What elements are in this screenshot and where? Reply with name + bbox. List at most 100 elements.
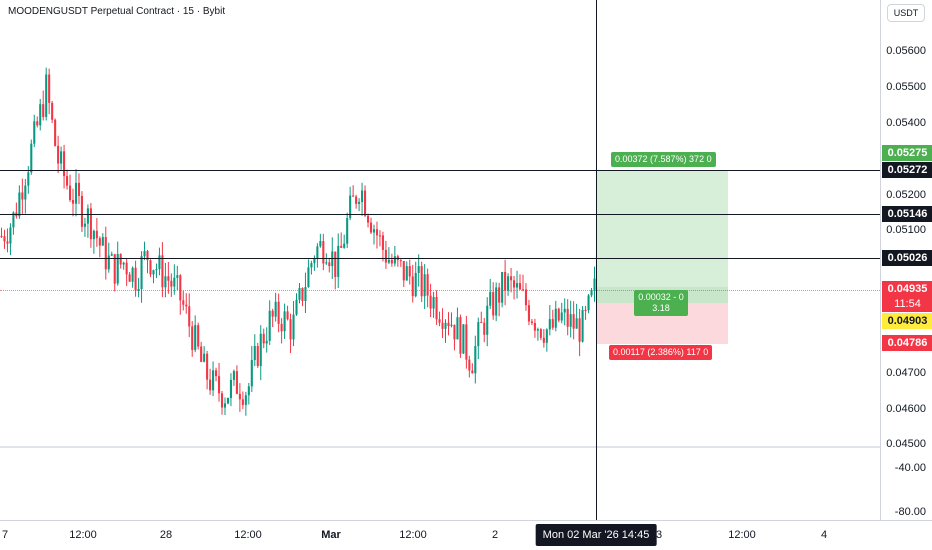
candle-body [477,322,480,347]
horizontal-line-2[interactable] [0,214,880,215]
time-tick: 2 [491,529,499,541]
candle-body [253,346,256,361]
candle-body [54,119,57,146]
symbol-title[interactable]: MOODENGUSDT Perpetual Contract · 15 · By… [8,6,226,17]
indicator-pane[interactable] [0,448,880,520]
candle-body [364,190,367,216]
pane-separator[interactable] [0,446,880,448]
candle-body [498,287,501,303]
candle-body [358,201,361,204]
candle-body [125,262,128,275]
candle-body [247,386,250,396]
stop-price-tag: 0.04786 [882,335,932,351]
candle-body [334,251,337,277]
candle-body [319,241,322,247]
candle-body [372,229,376,233]
candle-body [423,274,426,297]
candle-body [432,296,435,309]
horizontal-line-3[interactable] [0,258,880,259]
candle-body [107,255,110,270]
candle-body [86,208,89,224]
candle-body [289,319,292,340]
candle-body [63,151,66,177]
candle-body [420,266,423,297]
candle-body [408,266,411,277]
candle-body [74,182,78,204]
candle-body [226,397,230,404]
candle-body [161,255,164,288]
candle-body [411,276,414,297]
candle-body [545,329,548,343]
candle-body [200,346,203,362]
candle-body [349,195,352,219]
candle-body [149,260,152,275]
main-chart-pane[interactable]: 0.00372 (7.587%) 372 0 0.00032 - 0 3.18 … [0,0,880,446]
candle-body [584,309,587,311]
candle-body [346,218,349,244]
price-tick: 0.05500 [886,81,926,93]
candle-body [262,333,265,344]
candle-body [572,314,575,329]
position-target-zone[interactable] [596,170,728,287]
candle-body [480,322,483,324]
candle-body [447,322,450,327]
candle-body [563,308,566,313]
time-tick: 7 [1,529,9,541]
candle-body [128,274,131,282]
horizontal-line-1[interactable] [0,170,880,171]
candle-body [77,182,81,196]
currency-button[interactable]: USDT [887,4,925,22]
candle-body [510,276,513,281]
candle-body [18,192,21,217]
candle-body [68,185,72,201]
indicator-tick: -40.00 [894,462,926,474]
candle-body [45,74,48,117]
price-scale[interactable]: USDT 0.05600 0.05500 0.05400 0.05200 0.0… [880,0,932,520]
candle-body [435,296,438,320]
candle-body [277,301,280,324]
candle-body [134,267,137,291]
candle-body [280,323,283,332]
candle-body [188,306,191,327]
candle-body [536,329,539,331]
candle-body [89,208,92,240]
candle-body [548,319,551,330]
candle-body [369,222,373,233]
crosshair-vertical-line [596,0,597,520]
candle-body [325,262,328,264]
candle-body [504,271,507,291]
candle-body [465,324,468,360]
candle-body [539,329,542,338]
candle-body [191,326,194,350]
candle-body [387,259,390,263]
candle-body [307,267,310,288]
candle-body [551,319,554,328]
candle-body [33,121,36,144]
line-price-tag-1: 0.05272 [882,162,932,178]
candle-body [220,393,224,408]
candle-body [179,275,182,301]
candle-body [533,322,536,331]
candle-body [569,314,572,327]
candle-body [131,267,134,282]
candle-body [560,312,563,321]
candle-body [295,299,298,315]
candle-body [48,74,51,103]
candle-body [137,289,140,291]
candle-body [501,271,504,303]
candle-body [39,104,42,126]
candle-body [158,255,161,270]
candle-body [313,258,316,264]
candle-body [361,190,364,202]
time-scale[interactable]: 7 12:00 28 12:00 Mar 12:00 2 3 12:00 4 M… [0,520,932,550]
candle-body [241,399,244,405]
candle-body [51,102,54,120]
candle-body [304,287,307,302]
candle-body [155,269,158,271]
time-tick: 12:00 [234,529,262,541]
candle-body [515,283,519,288]
time-tick: 28 [159,529,173,541]
candle-body [209,379,212,391]
candle-body [521,289,525,291]
candle-body [95,230,98,239]
